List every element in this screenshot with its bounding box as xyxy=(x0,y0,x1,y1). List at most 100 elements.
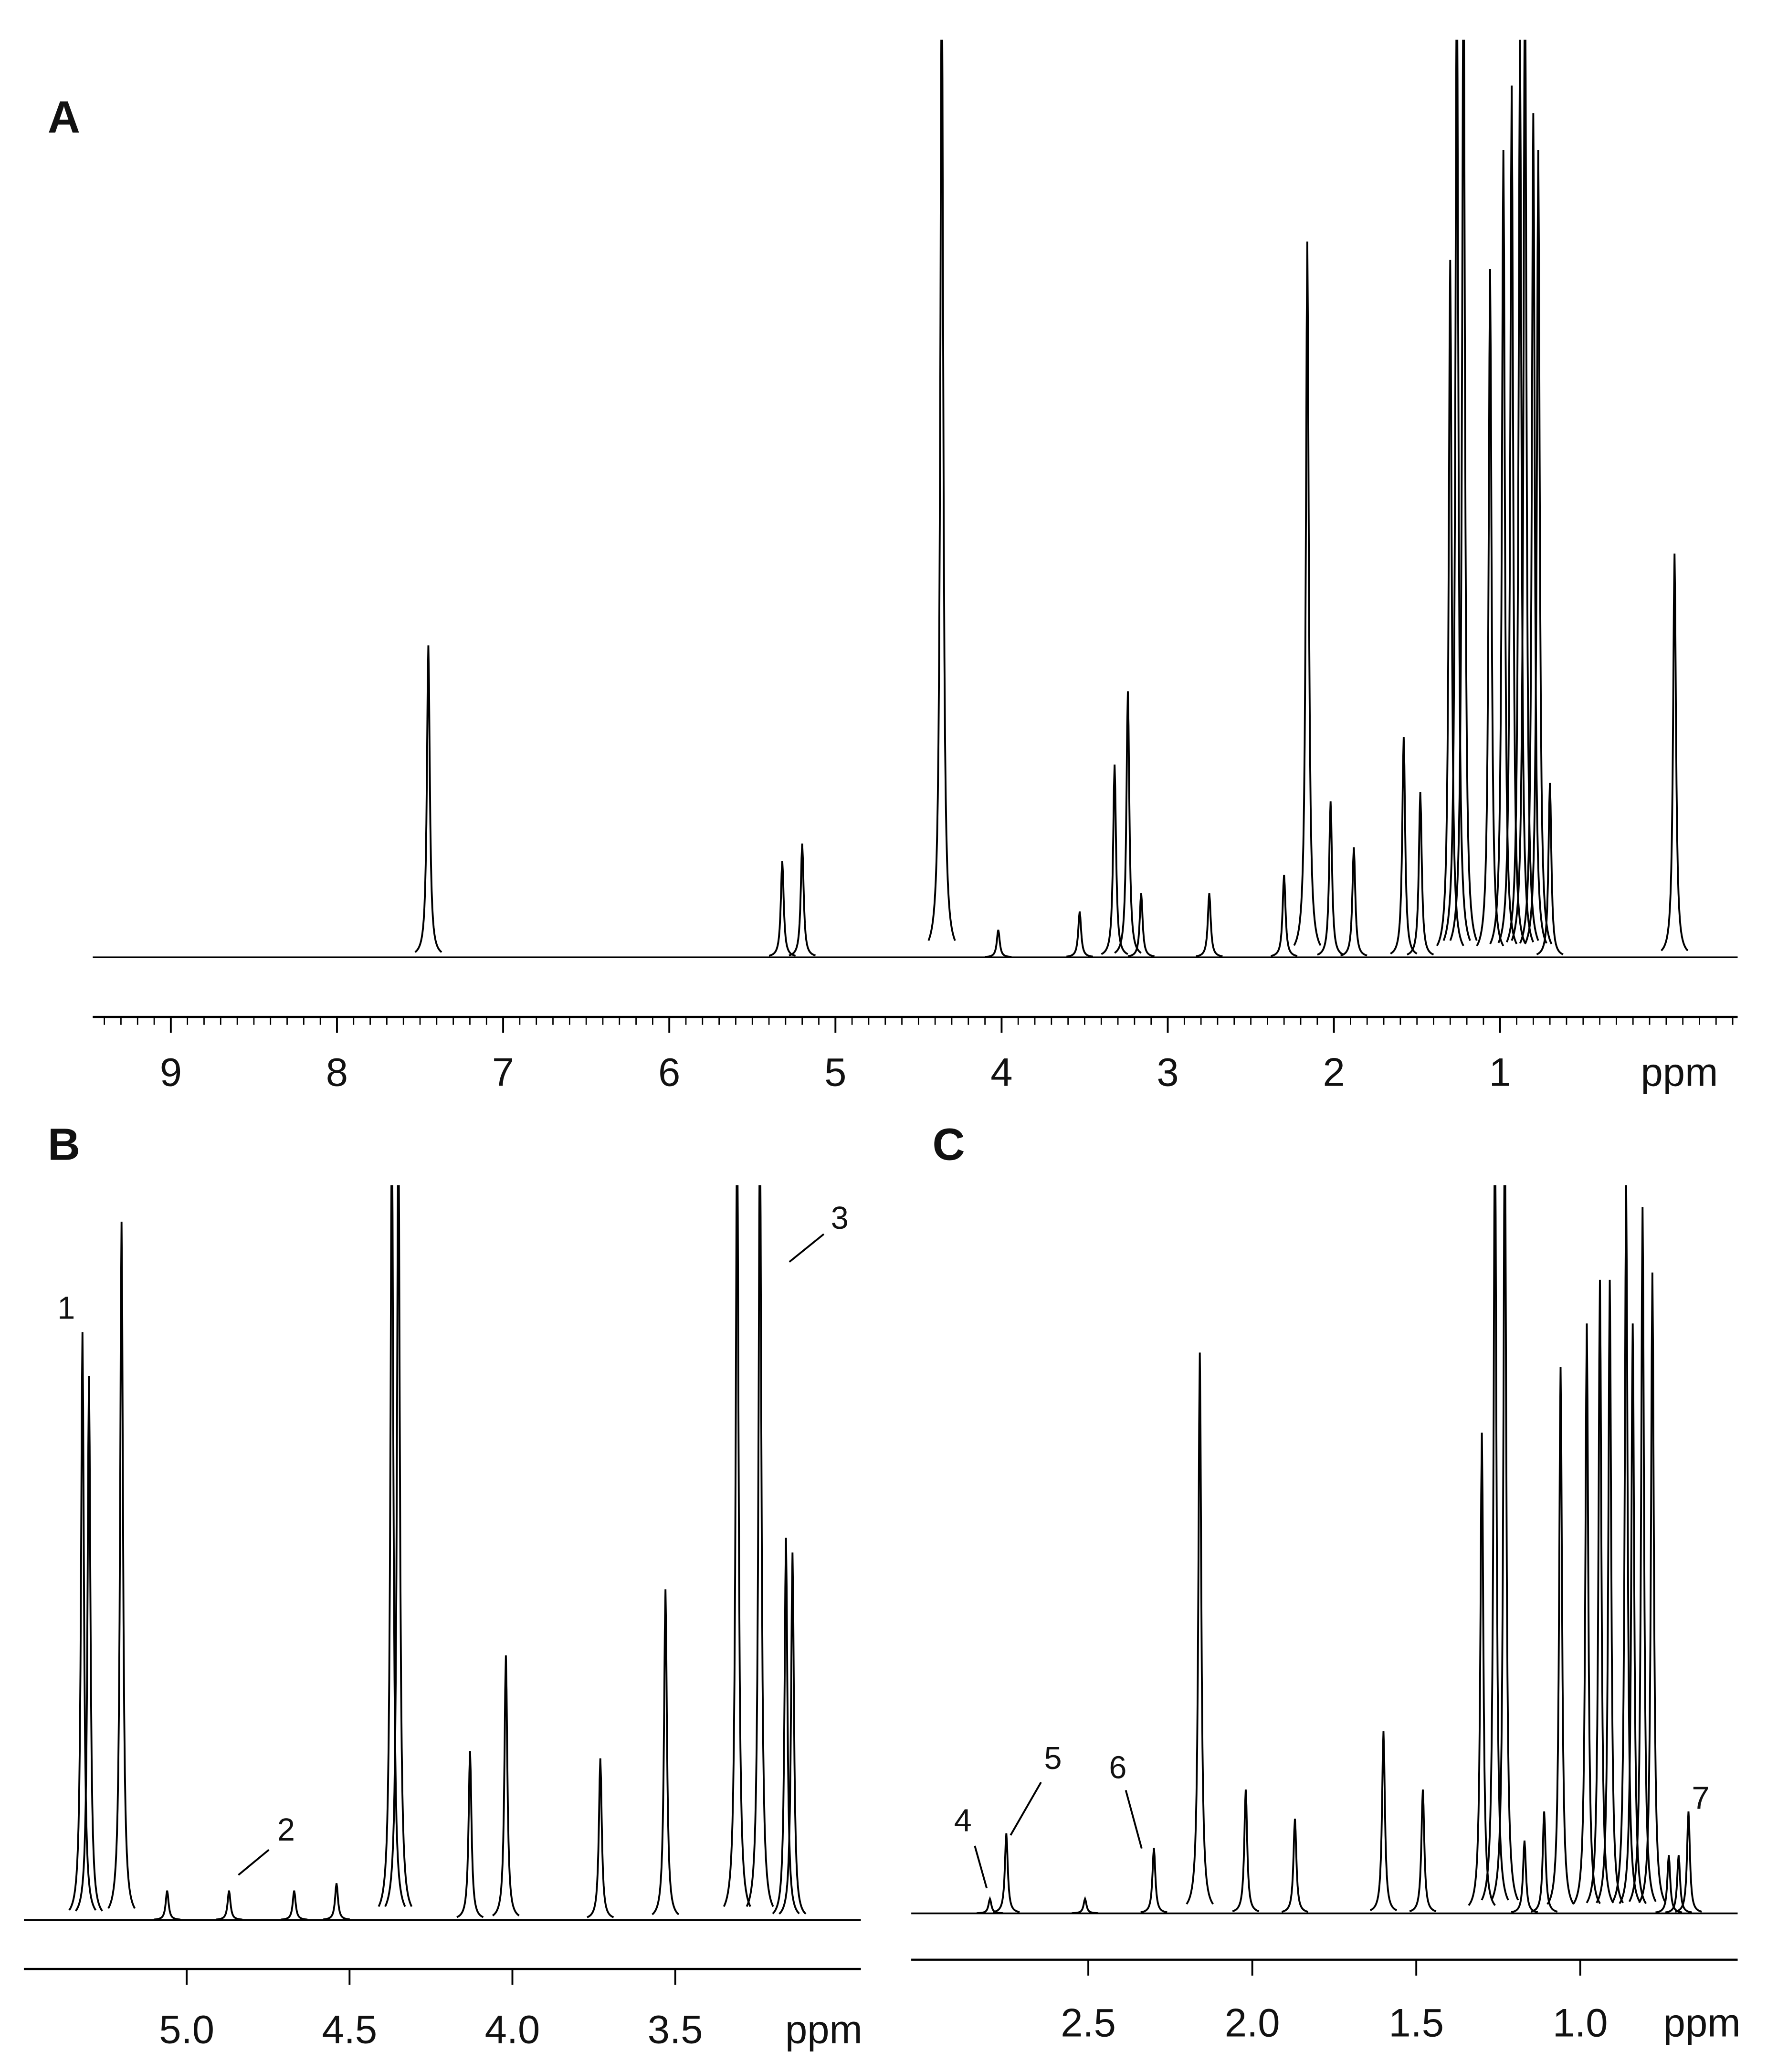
panel: B 5.0 4.5 4.0 3.5 ppm 1 2 3 xyxy=(23,1120,862,2052)
peak xyxy=(587,1758,614,1918)
peak xyxy=(1511,1840,1538,1913)
peak xyxy=(778,1552,807,1915)
x-axis-label: ppm xyxy=(785,2008,862,2052)
x-tick-label: 4.0 xyxy=(485,2008,540,2052)
annotation: 4 xyxy=(954,1803,972,1839)
peak xyxy=(281,1890,308,1921)
peak xyxy=(1628,1207,1657,1902)
x-tick-label: 4.5 xyxy=(322,2008,377,2052)
x-tick-label: 2.5 xyxy=(1061,2001,1116,2045)
peak xyxy=(378,1185,406,1907)
peak xyxy=(492,1655,520,1916)
panel-label: C xyxy=(932,1120,965,1170)
peak xyxy=(789,843,816,957)
x-tick-label: 5 xyxy=(824,1050,846,1094)
peak xyxy=(1491,1185,1519,1901)
x-tick-label: 9 xyxy=(160,1050,182,1094)
peak xyxy=(1573,1323,1601,1905)
peak xyxy=(1340,847,1367,957)
peak xyxy=(1127,893,1155,957)
peak xyxy=(1436,260,1464,946)
peak xyxy=(1317,801,1345,956)
peak xyxy=(323,1883,350,1921)
peak xyxy=(1524,149,1553,944)
annotation: 6 xyxy=(1109,1750,1126,1786)
peak xyxy=(1476,269,1504,947)
x-axis-label: ppm xyxy=(1663,2001,1741,2045)
annotation-pointer xyxy=(238,1849,270,1876)
peak xyxy=(1066,911,1094,958)
peak xyxy=(1489,149,1518,944)
x-tick-label: 1.5 xyxy=(1388,2001,1444,2045)
peak xyxy=(1546,1367,1575,1905)
peak xyxy=(1619,1323,1647,1905)
peak xyxy=(1586,1279,1614,1904)
peak xyxy=(1661,554,1689,952)
peak xyxy=(107,1222,136,1909)
annotation-pointer xyxy=(974,1845,988,1889)
peak xyxy=(652,1589,680,1915)
peak xyxy=(1612,1185,1641,1902)
annotation: 3 xyxy=(831,1201,849,1236)
x-tick-label: 6 xyxy=(658,1050,680,1094)
spectrum xyxy=(93,40,1738,958)
spectrum xyxy=(23,1185,861,1921)
x-axis-label: ppm xyxy=(1641,1050,1718,1094)
peak xyxy=(1505,40,1535,942)
peak xyxy=(1369,1731,1398,1911)
peak xyxy=(75,1376,103,1912)
x-tick-label: 4 xyxy=(990,1050,1012,1094)
peak xyxy=(1511,40,1539,941)
peak xyxy=(1530,1811,1558,1913)
peak xyxy=(927,40,956,941)
peak xyxy=(1196,893,1223,957)
peak xyxy=(384,1185,413,1907)
peak xyxy=(1293,241,1322,946)
peak xyxy=(1449,40,1478,941)
panel-label: A xyxy=(48,92,80,142)
peak xyxy=(1497,85,1526,943)
x-tick-label: 3 xyxy=(1157,1050,1178,1094)
peak xyxy=(414,645,442,953)
peak xyxy=(768,861,796,957)
annotation-pointer xyxy=(789,1233,825,1263)
annotation: 7 xyxy=(1692,1780,1709,1816)
panel-label: B xyxy=(48,1120,80,1170)
peak xyxy=(1665,1855,1692,1914)
x-tick-label: 7 xyxy=(492,1050,514,1094)
peak xyxy=(1596,1279,1624,1904)
peak xyxy=(985,930,1012,958)
x-tick-label: 2.0 xyxy=(1225,2001,1280,2045)
peak xyxy=(1281,1819,1309,1913)
x-tick-label: 8 xyxy=(326,1050,348,1094)
annotation-pointer xyxy=(1010,1781,1042,1836)
peak xyxy=(1407,792,1434,956)
panel: C 2.5 2.0 1.5 1.0 ppm 4 5 6 7 xyxy=(911,1120,1741,2045)
peak xyxy=(456,1751,484,1918)
x-tick-label: 1 xyxy=(1489,1050,1511,1094)
spectrum xyxy=(911,1185,1738,1915)
annotation: 1 xyxy=(57,1291,75,1326)
x-tick-label: 1.0 xyxy=(1553,2001,1608,2045)
peak xyxy=(1072,1896,1099,1915)
peak xyxy=(1186,1352,1214,1905)
x-tick-label: 2 xyxy=(1323,1050,1345,1094)
panel: A 9 8 7 6 5 4 3 2 1 ppm xyxy=(48,40,1738,1094)
peak xyxy=(154,1890,181,1921)
peak xyxy=(1232,1789,1260,1913)
x-tick-label: 3.5 xyxy=(648,2008,703,2052)
peak xyxy=(1481,1185,1509,1901)
peak xyxy=(1638,1272,1667,1904)
peak xyxy=(1442,40,1471,941)
peak xyxy=(977,1896,1003,1915)
peak xyxy=(1140,1848,1167,1914)
peak xyxy=(1675,1811,1702,1913)
peak xyxy=(1536,783,1564,955)
peak xyxy=(1101,764,1128,955)
annotation-pointer xyxy=(1125,1790,1143,1849)
peak xyxy=(746,1185,774,1907)
peak xyxy=(772,1538,800,1915)
peak xyxy=(215,1890,242,1921)
